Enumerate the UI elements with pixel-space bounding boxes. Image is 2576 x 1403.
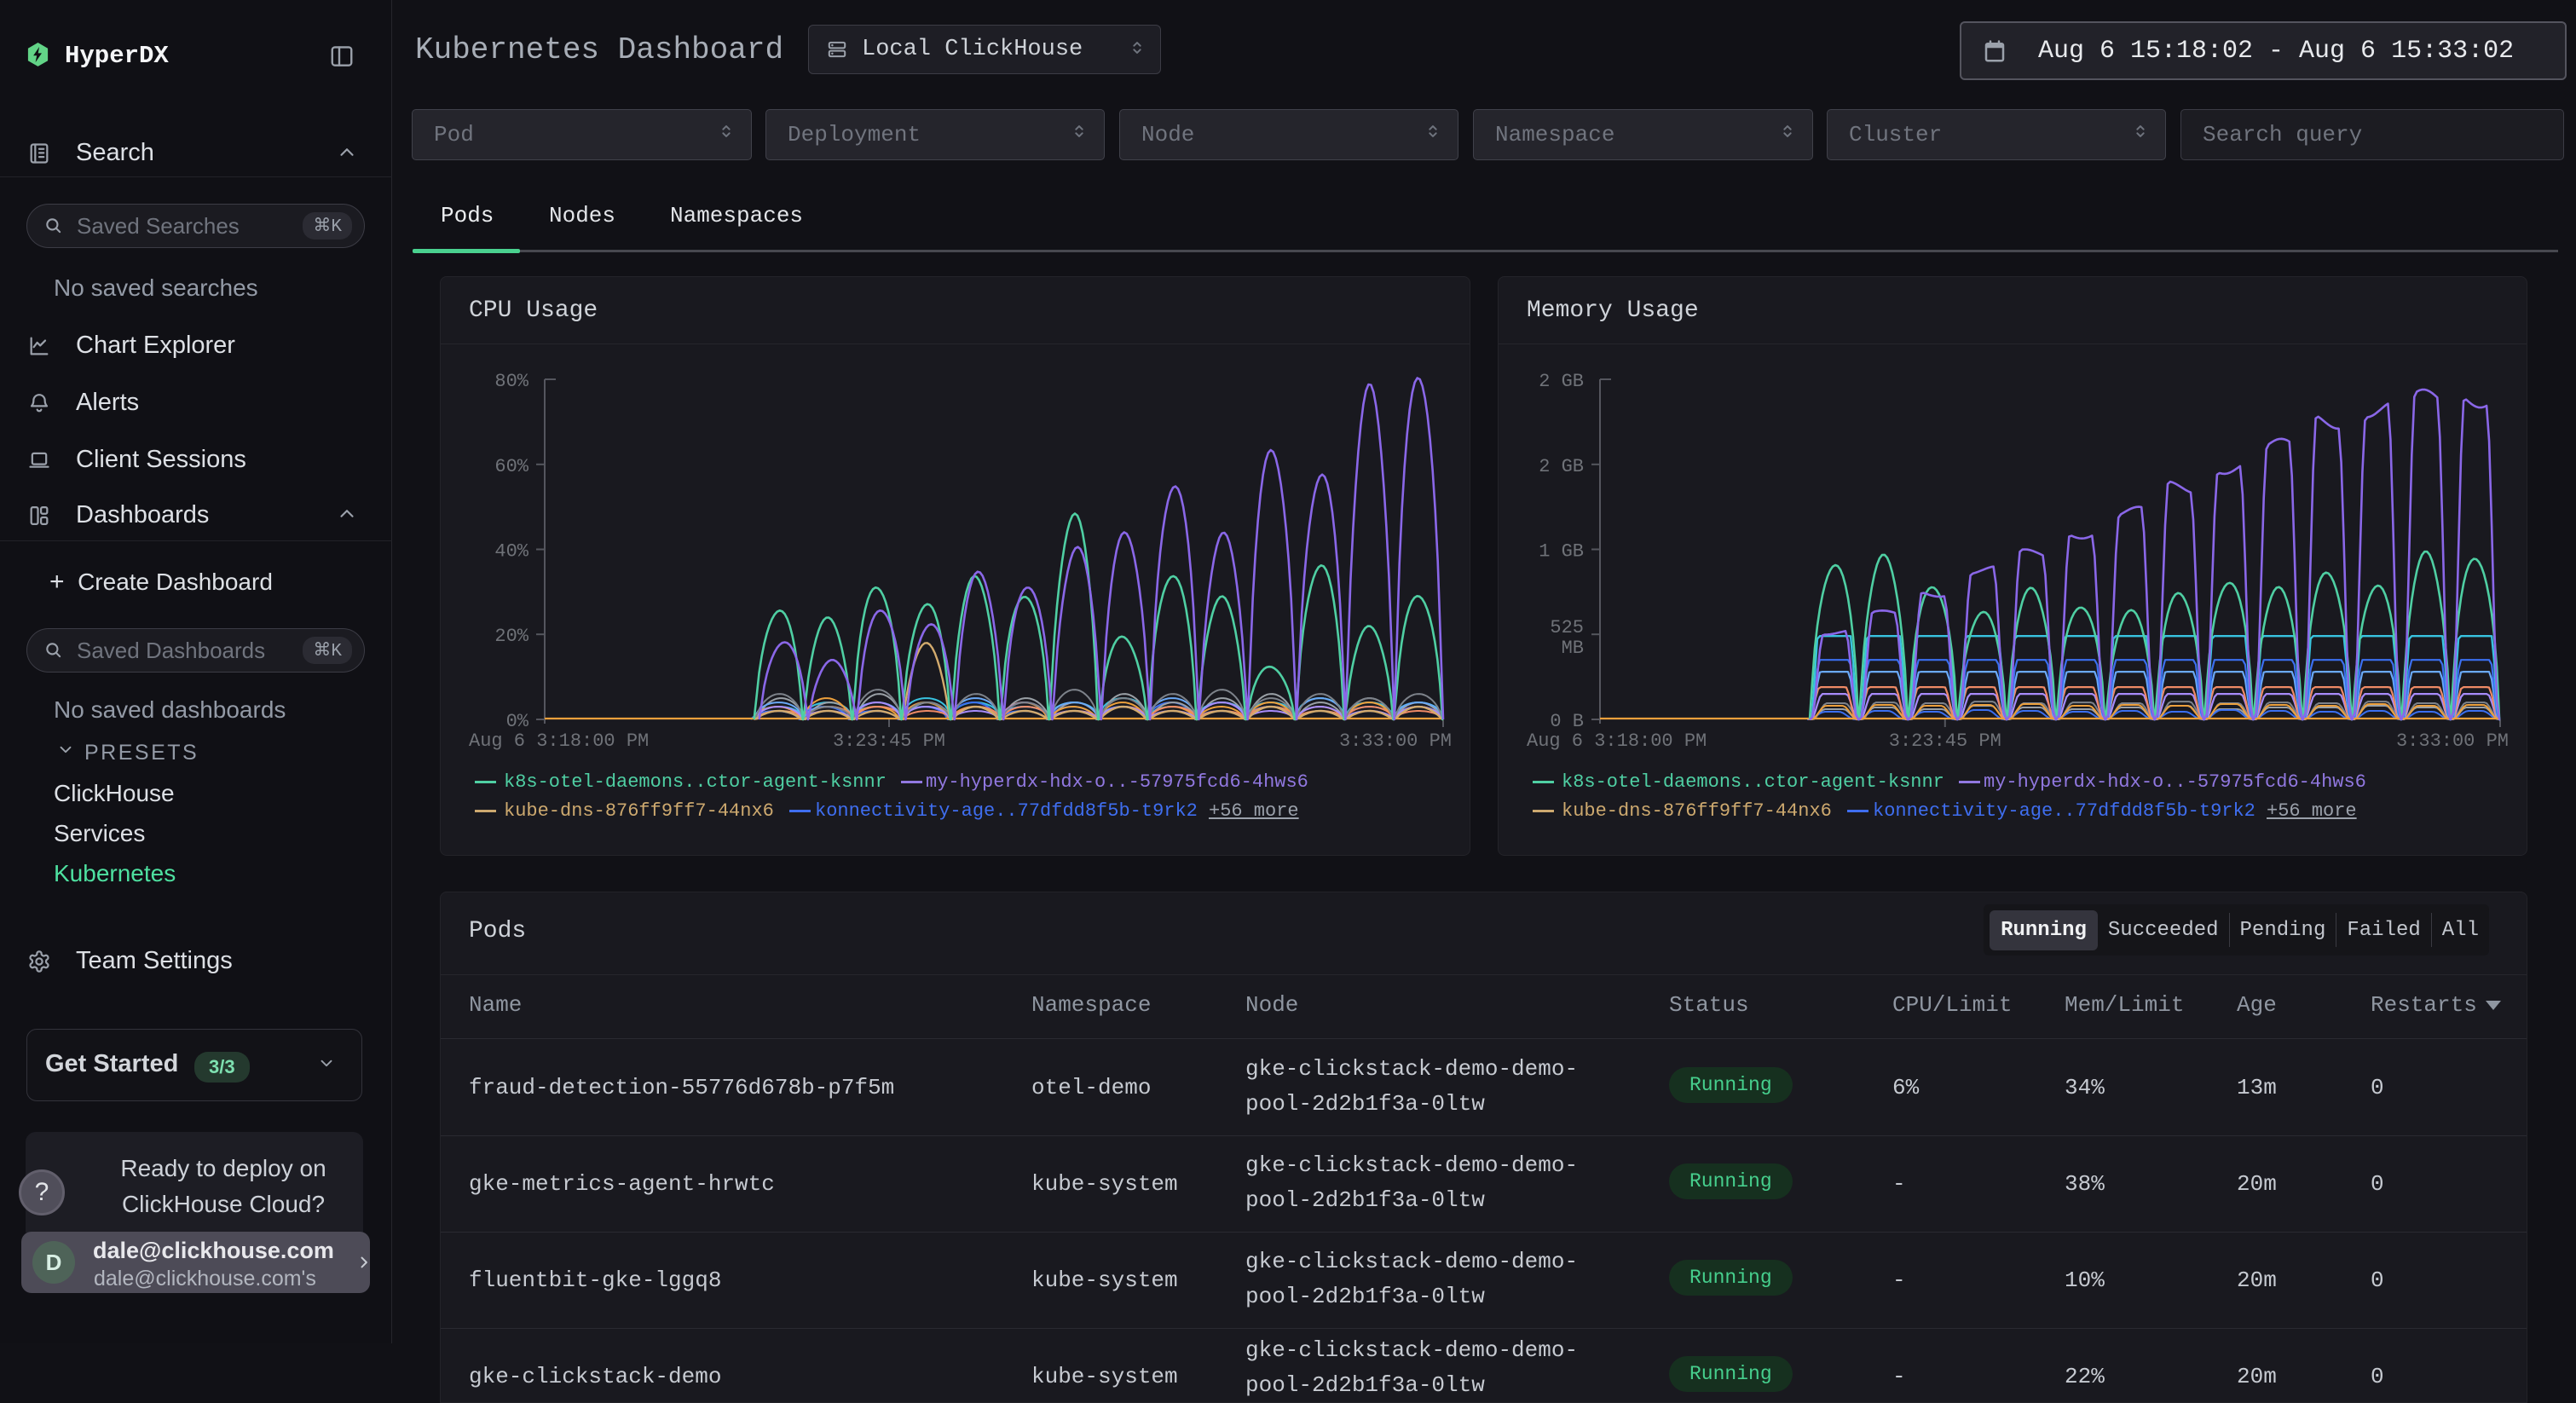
svg-text:3:23:45 PM: 3:23:45 PM bbox=[1889, 730, 2001, 752]
svg-text:3:33:00 PM: 3:33:00 PM bbox=[1339, 730, 1452, 752]
svg-text:0%: 0% bbox=[506, 711, 529, 732]
svg-text:MB: MB bbox=[1562, 638, 1584, 659]
svg-text:40%: 40% bbox=[494, 541, 528, 563]
svg-text:60%: 60% bbox=[494, 456, 528, 477]
svg-text:Aug 6 3:18:00 PM: Aug 6 3:18:00 PM bbox=[469, 730, 649, 752]
svg-text:Aug 6 3:18:00 PM: Aug 6 3:18:00 PM bbox=[1527, 730, 1707, 752]
svg-text:3:33:00 PM: 3:33:00 PM bbox=[2396, 730, 2509, 752]
svg-text:20%: 20% bbox=[494, 626, 528, 647]
svg-text:1 GB: 1 GB bbox=[1539, 541, 1584, 563]
svg-text:2 GB: 2 GB bbox=[1539, 371, 1584, 392]
svg-text:525: 525 bbox=[1550, 617, 1584, 638]
svg-text:2 GB: 2 GB bbox=[1539, 456, 1584, 477]
svg-text:80%: 80% bbox=[494, 371, 528, 392]
svg-text:0 B: 0 B bbox=[1550, 711, 1584, 732]
svg-text:3:23:45 PM: 3:23:45 PM bbox=[833, 730, 945, 752]
